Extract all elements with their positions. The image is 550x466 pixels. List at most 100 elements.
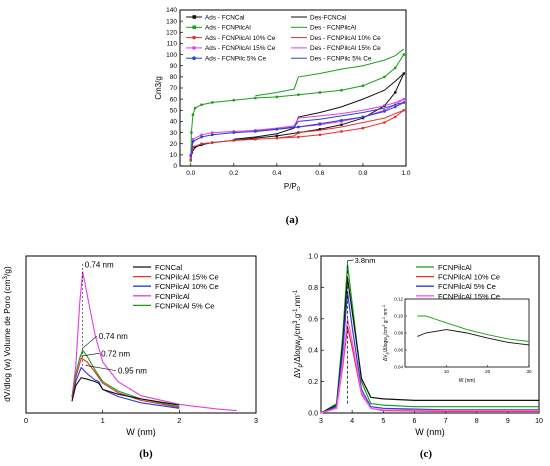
panel-a-point bbox=[383, 75, 386, 79]
inset-xlabel: W (nm) bbox=[459, 378, 476, 384]
panel-a-legend-label: Des - FCNPilcAl 15% Ce bbox=[310, 45, 381, 52]
panel-b-series-red bbox=[71, 357, 180, 409]
panel-a-point bbox=[200, 103, 203, 106]
panel-b-chart: 0 1 2 3 0.74 nm 0.74 nm 0.72 nm 0.95 nm FCNCal… bbox=[2, 255, 258, 437]
panel-a-point bbox=[190, 131, 193, 134]
panel-b-legend-label: FCNPilcAl 5% Ce bbox=[155, 301, 215, 310]
panel-a-point bbox=[191, 138, 195, 141]
inset-ytick-label: 0.06 bbox=[394, 348, 403, 353]
inset-xtick-label: 10 bbox=[444, 369, 450, 374]
panel-b-xtick-label: 3 bbox=[254, 416, 258, 425]
panel-a-ytick-label: 100 bbox=[166, 52, 177, 59]
panel-b-xtick-label: 2 bbox=[177, 416, 181, 425]
panel-a-des-line-2 bbox=[276, 109, 404, 139]
panel-a-point bbox=[200, 133, 203, 136]
panel-a-point bbox=[297, 93, 300, 96]
panel-c-xtick-label: 5 bbox=[381, 418, 385, 425]
panel-a-ads-line-1 bbox=[190, 54, 405, 161]
panel-a-xtick-label: 1.0 bbox=[401, 170, 410, 177]
inset-series-black bbox=[417, 329, 530, 346]
panel-c-ytick-label: 0.0 bbox=[308, 411, 318, 418]
panel-c-annot-label: 3.8nm bbox=[355, 256, 376, 265]
panel-a-point bbox=[318, 122, 322, 125]
panel-a-point bbox=[211, 131, 214, 134]
panel-c-ylabel: ΔVp/Δlogwp/cm3.g-1.nm-1 bbox=[293, 289, 304, 378]
panel-c-legend-label: FCNPilcAl 15% Ce bbox=[438, 292, 500, 301]
panel-b-series-magenta bbox=[71, 271, 237, 412]
caption-c: (c) bbox=[419, 448, 433, 460]
panel-b-legend-label: FCNCal bbox=[155, 263, 182, 272]
panel-b-annot-label: 0.95 nm bbox=[118, 367, 147, 376]
panel-c-xtick-label: 3 bbox=[319, 418, 323, 425]
panel-c-xtick-label: 9 bbox=[506, 418, 510, 425]
panel-a-point bbox=[211, 141, 214, 144]
panel-a-ytick-label: 90 bbox=[170, 63, 178, 70]
panel-c-xtick-label: 6 bbox=[412, 418, 416, 425]
inset-ytick-label: 0.10 bbox=[394, 314, 403, 319]
panel-a-legend-marker bbox=[192, 56, 196, 60]
panel-a-point bbox=[200, 142, 203, 145]
panel-a-point bbox=[232, 131, 236, 134]
panel-a-des-line-1 bbox=[255, 48, 405, 97]
panel-b-annot-leader bbox=[85, 365, 117, 371]
panel-a-legend: Ads - FCNCal Des-FCNCal Ads - FCNPilcAl Des… bbox=[186, 14, 381, 63]
panel-b-frame bbox=[25, 255, 257, 414]
panel-a-legend-label: Ads - FCNPilcAl 15% Ce bbox=[205, 45, 276, 52]
panel-b-xtick-label: 1 bbox=[101, 416, 105, 425]
panel-a-legend-label: Des - FCNPilc 5% Ce bbox=[310, 56, 372, 63]
panel-a-point bbox=[297, 125, 300, 129]
panel-c-xtick-label: 4 bbox=[350, 418, 354, 425]
panel-b-annotations: 0.74 nm 0.74 nm 0.72 nm 0.95 nm bbox=[81, 260, 147, 376]
panel-c-frame bbox=[320, 255, 540, 414]
panel-a-point bbox=[193, 145, 197, 149]
panel-c-legend-label: FCNPilcAl 10% Ce bbox=[438, 273, 500, 282]
panel-a-point bbox=[275, 95, 279, 99]
panel-a-point bbox=[193, 106, 197, 110]
panel-a-point bbox=[254, 138, 257, 141]
panel-b-legend-label: FCNPilcAl 10% Ce bbox=[155, 282, 219, 291]
panel-b-xlabel: W (nm) bbox=[126, 427, 156, 437]
panel-b-annot-label: 0.74 nm bbox=[99, 332, 128, 341]
panel-b-annot-label: 0.74 nm bbox=[85, 260, 114, 269]
panel-a-ytick-label: 40 bbox=[170, 119, 178, 126]
panel-a-legend-label: Des-FCNCal bbox=[310, 14, 346, 21]
inset-xtick-label: 30 bbox=[526, 369, 532, 374]
panel-a-point bbox=[318, 133, 322, 136]
panel-a-point bbox=[211, 133, 214, 136]
panel-a-point bbox=[275, 136, 279, 140]
panel-c-series-black bbox=[320, 277, 539, 414]
panel-a-point bbox=[189, 158, 192, 161]
panel-a-point bbox=[275, 134, 279, 138]
panel-a-point bbox=[200, 135, 203, 139]
panel-a-ytick-label: 140 bbox=[166, 7, 177, 14]
panel-c-inset: 0.04 0.06 0.08 0.10 0.12 10 20 30 ΔVp/Δlogwp/cm… bbox=[381, 297, 532, 384]
panel-a-point bbox=[402, 53, 406, 56]
caption-b: (b) bbox=[139, 448, 153, 460]
panel-a-point bbox=[232, 139, 236, 142]
panel-c-ytick-label: 0.2 bbox=[308, 379, 318, 386]
inset-ytick-label: 0.04 bbox=[394, 365, 403, 370]
panel-a-legend-label: Des - FCNPilcAl bbox=[310, 25, 356, 32]
panel-c-xtick-label: 10 bbox=[535, 418, 543, 425]
panel-a-point bbox=[361, 84, 365, 87]
panel-b-series-black bbox=[71, 377, 180, 406]
panel-c-ytick-label: 0.6 bbox=[308, 316, 318, 323]
panel-b-ylabel: dV/dlog (w) Volume de Poro (cm3/g) bbox=[2, 266, 12, 402]
panel-a-point bbox=[402, 97, 406, 101]
panel-b-series-green bbox=[71, 349, 180, 408]
panel-c-annot-leader bbox=[347, 259, 354, 262]
panel-a-legend-label: Ads - FCNPilcAl bbox=[205, 25, 251, 32]
panel-a-point bbox=[211, 101, 214, 104]
panel-a-point bbox=[191, 140, 195, 143]
panel-a-point bbox=[402, 101, 406, 104]
panel-a-ads-line-2 bbox=[190, 109, 405, 160]
panel-a-point bbox=[394, 115, 397, 119]
panel-a-point bbox=[297, 135, 300, 139]
panel-a-chart: 0 10 20 30 40 50 60 70 80 90 100 110 120 130 140 0.0 0.2… bbox=[154, 7, 411, 193]
panel-a-point bbox=[254, 96, 257, 100]
panel-a-point bbox=[340, 119, 343, 122]
panel-a-xtick-label: 0.2 bbox=[229, 170, 238, 177]
panel-a-point bbox=[340, 130, 343, 133]
panel-a-legend-label: Ads - FCNPilc 5% Ce bbox=[205, 56, 267, 63]
